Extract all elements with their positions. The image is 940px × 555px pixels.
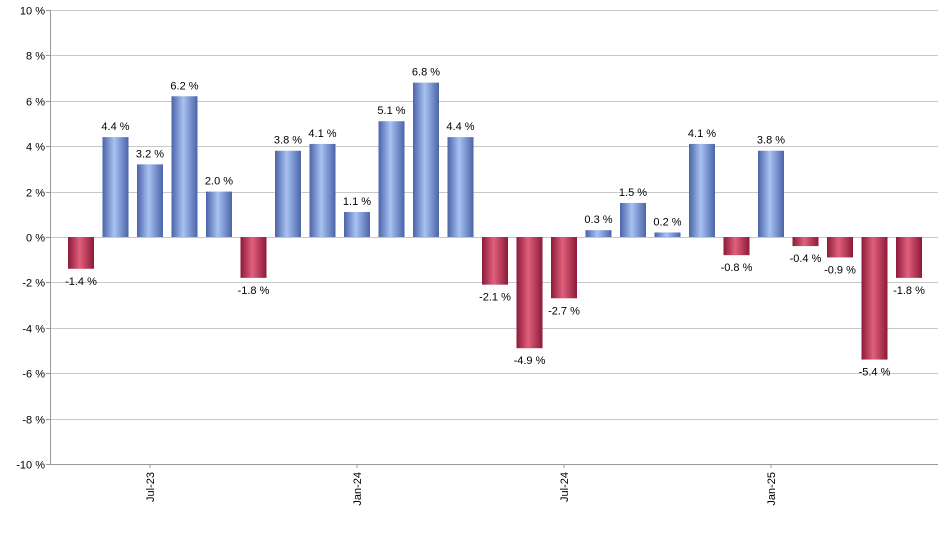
x-tick-label: Jul-23 <box>145 472 157 502</box>
bar <box>723 237 750 256</box>
bar <box>620 202 646 237</box>
data-label: -1.8 % <box>893 285 925 297</box>
data-label: -1.4 % <box>65 276 97 288</box>
data-label: 4.1 % <box>688 128 716 140</box>
data-label: 4.4 % <box>446 121 474 133</box>
bar <box>896 237 922 278</box>
y-tick-label: 6 % <box>26 97 45 109</box>
data-label: -5.4 % <box>859 367 891 379</box>
bar <box>68 237 94 269</box>
x-tick-label: Jan-25 <box>766 472 778 506</box>
data-label: 3.8 % <box>757 135 785 147</box>
bar <box>827 237 853 258</box>
data-labels: -1.4 % 4.4 % 3.2 % 6.2 % 2.0 % -1.8 % 3.8 % 4.1… <box>65 67 925 379</box>
data-label: 3.8 % <box>274 135 302 147</box>
data-label: 0.2 % <box>653 216 681 228</box>
bar <box>413 82 439 237</box>
bar <box>792 237 819 247</box>
bar <box>206 191 232 237</box>
y-tick-label: 10 % <box>20 6 45 18</box>
bar <box>861 237 888 360</box>
bar <box>275 150 301 237</box>
axes <box>50 10 938 465</box>
y-tick-label: 2 % <box>26 188 45 200</box>
data-label: -0.4 % <box>790 253 822 265</box>
bar <box>344 212 370 237</box>
bar <box>447 137 474 237</box>
bar <box>240 237 267 278</box>
data-label: 1.5 % <box>619 187 647 199</box>
data-label: 2.0 % <box>205 176 233 188</box>
y-tick-label: 4 % <box>26 142 45 154</box>
data-label: 5.1 % <box>377 105 405 117</box>
data-label: 6.2 % <box>170 80 198 92</box>
y-axis-ticks: -10 % -8 % -6 % -4 % -2 % 0 % 2 % 4 % 6 % 8 % 10 % <box>16 6 50 472</box>
data-label: 3.2 % <box>136 148 164 160</box>
data-label: 4.1 % <box>308 128 336 140</box>
x-axis-ticks: Jul-23 Jan-24 Jul-24 Jan-25 <box>145 464 778 506</box>
y-tick-label: 8 % <box>26 51 45 63</box>
bar <box>654 232 681 237</box>
bar <box>137 164 163 237</box>
y-tick-label: -2 % <box>22 278 45 290</box>
data-label: -0.9 % <box>824 264 856 276</box>
x-tick-label: Jan-24 <box>352 472 364 506</box>
y-tick-label: 0 % <box>26 233 45 245</box>
y-tick-label: -4 % <box>22 324 45 336</box>
y-tick-label: -10 % <box>16 460 45 472</box>
data-label: 6.8 % <box>412 67 440 79</box>
bar <box>758 150 784 237</box>
data-label: 0.3 % <box>584 214 612 226</box>
bar <box>102 137 129 237</box>
bar <box>482 237 508 285</box>
data-label: -2.7 % <box>548 305 580 317</box>
bar <box>551 237 577 299</box>
data-label: 1.1 % <box>343 196 371 208</box>
x-tick-label: Jul-24 <box>559 472 571 502</box>
bar <box>516 237 543 349</box>
bar <box>585 230 612 237</box>
bar <box>378 121 405 237</box>
data-label: -1.8 % <box>238 285 270 297</box>
bar <box>171 96 198 237</box>
data-label: -2.1 % <box>479 292 511 304</box>
data-label: -0.8 % <box>721 262 753 274</box>
bars <box>68 82 922 360</box>
data-label: -4.9 % <box>514 355 546 367</box>
y-tick-label: -6 % <box>22 369 45 381</box>
data-label: 4.4 % <box>101 121 129 133</box>
bar <box>689 143 715 237</box>
y-tick-label: -8 % <box>22 415 45 427</box>
bar <box>309 143 336 237</box>
